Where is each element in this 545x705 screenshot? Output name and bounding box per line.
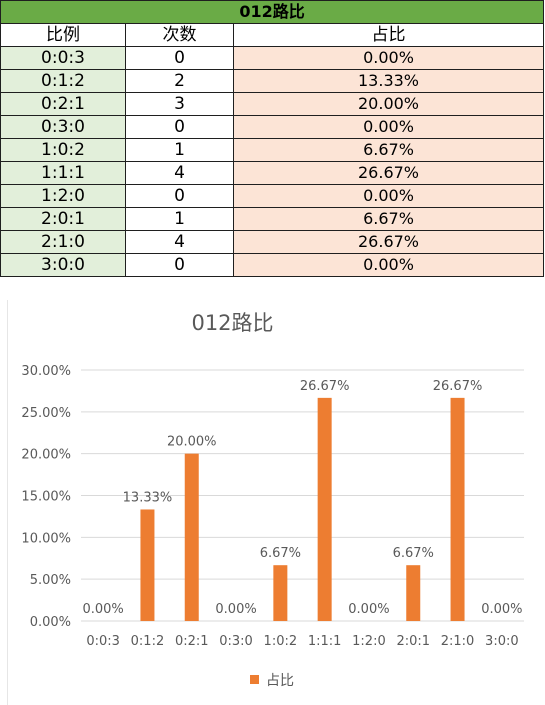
header-row: 比例 次数 占比 (0, 23, 545, 47)
y-tick-label: 20.00% (21, 448, 71, 463)
data-label: 26.67% (300, 379, 350, 394)
bar (140, 509, 155, 621)
spreadsheet-table: 012路比 比例 次数 占比 0:0:3 0 0.00% 0:1:2 2 13.33% 0:… (0, 0, 545, 277)
data-label: 26.67% (433, 379, 483, 394)
table-row: 0:1:2 2 13.33% (0, 69, 545, 93)
count-cell[interactable]: 0 (125, 46, 234, 70)
table-row: 3:0:0 0 0.00% (0, 253, 545, 277)
pct-cell[interactable]: 6.67% (232, 138, 545, 162)
count-cell[interactable]: 4 (125, 161, 234, 185)
bar (450, 397, 465, 621)
y-tick-label: 30.00% (21, 364, 71, 379)
data-label: 0.00% (348, 602, 389, 617)
count-cell[interactable]: 0 (125, 184, 234, 208)
ratio-cell[interactable]: 3:0:0 (0, 253, 126, 277)
y-tick-label: 25.00% (21, 406, 71, 421)
data-label: 20.00% (167, 435, 217, 450)
legend-label: 占比 (266, 673, 294, 689)
chart-title: 012路比 (191, 311, 273, 335)
chart-canvas: 012路比 0.00% 5.00% 10.00% 15.00% 20.00% 25.00% 3… (21, 311, 524, 689)
ratio-cell[interactable]: 2:1:0 (0, 230, 126, 254)
x-tick-label: 0:3:0 (219, 634, 253, 649)
table-row: 0:2:1 3 20.00% (0, 92, 545, 116)
y-tick-label: 0.00% (30, 615, 71, 630)
data-label: 0.00% (215, 602, 256, 617)
bar (273, 565, 288, 621)
bar (406, 565, 421, 621)
count-cell[interactable]: 4 (125, 230, 234, 254)
header-count-cell[interactable]: 次数 (125, 23, 234, 47)
ratio-cell[interactable]: 0:2:1 (0, 92, 126, 116)
data-label: 13.33% (123, 490, 173, 505)
count-cell[interactable]: 2 (125, 69, 234, 93)
ratio-cell[interactable]: 0:1:2 (0, 69, 126, 93)
y-tick-label: 15.00% (21, 490, 71, 505)
count-cell[interactable]: 0 (125, 253, 234, 277)
x-tick-label: 1:1:1 (308, 634, 342, 649)
x-tick-label: 1:2:0 (352, 634, 386, 649)
data-label: 6.67% (393, 546, 434, 561)
x-tick-label: 0:1:2 (131, 634, 165, 649)
ratio-cell[interactable]: 1:0:2 (0, 138, 126, 162)
pct-cell[interactable]: 26.67% (232, 161, 545, 185)
table-row: 0:3:0 0 0.00% (0, 115, 545, 139)
table-row: 2:1:0 4 26.67% (0, 230, 545, 254)
table-row: 0:0:3 0 0.00% (0, 46, 545, 70)
x-tick-label: 2:1:0 (441, 634, 475, 649)
pct-cell[interactable]: 0.00% (232, 115, 545, 139)
count-cell[interactable]: 1 (125, 138, 234, 162)
data-label: 0.00% (481, 602, 522, 617)
y-tick-label: 5.00% (30, 573, 71, 588)
count-cell[interactable]: 1 (125, 207, 234, 231)
pct-cell[interactable]: 6.67% (232, 207, 545, 231)
table-row: 1:2:0 0 0.00% (0, 184, 545, 208)
table-row: 1:0:2 1 6.67% (0, 138, 545, 162)
x-tick-label: 2:0:1 (396, 634, 430, 649)
header-ratio-cell[interactable]: 比例 (0, 23, 126, 47)
pct-cell[interactable]: 20.00% (232, 92, 545, 116)
x-tick-label: 3:0:0 (485, 634, 519, 649)
pct-cell[interactable]: 0.00% (232, 46, 545, 70)
count-cell[interactable]: 0 (125, 115, 234, 139)
ratio-cell[interactable]: 0:3:0 (0, 115, 126, 139)
ratio-cell[interactable]: 0:0:3 (0, 46, 126, 70)
title-row: 012路比 (0, 0, 545, 24)
legend-swatch (250, 675, 259, 684)
table-title-cell[interactable]: 012路比 (0, 0, 545, 24)
ratio-cell[interactable]: 1:2:0 (0, 184, 126, 208)
count-cell[interactable]: 3 (125, 92, 234, 116)
table-row: 2:0:1 1 6.67% (0, 207, 545, 231)
bar (317, 397, 332, 621)
data-label: 0.00% (82, 602, 123, 617)
ratio-cell[interactable]: 2:0:1 (0, 207, 126, 231)
bar (184, 453, 199, 621)
bar-chart[interactable]: 012路比 0.00% 5.00% 10.00% 15.00% 20.00% 25.00% 3… (7, 300, 545, 705)
ratio-cell[interactable]: 1:1:1 (0, 161, 126, 185)
x-tick-label: 0:2:1 (175, 634, 209, 649)
pct-cell[interactable]: 26.67% (232, 230, 545, 254)
y-tick-label: 10.00% (21, 531, 71, 546)
pct-cell[interactable]: 0.00% (232, 184, 545, 208)
pct-cell[interactable]: 0.00% (232, 253, 545, 277)
header-pct-cell[interactable]: 占比 (232, 23, 545, 47)
x-tick-label: 1:0:2 (264, 634, 298, 649)
table-row: 1:1:1 4 26.67% (0, 161, 545, 185)
data-label: 6.67% (260, 546, 301, 561)
x-tick-label: 0:0:3 (86, 634, 120, 649)
pct-cell[interactable]: 13.33% (232, 69, 545, 93)
